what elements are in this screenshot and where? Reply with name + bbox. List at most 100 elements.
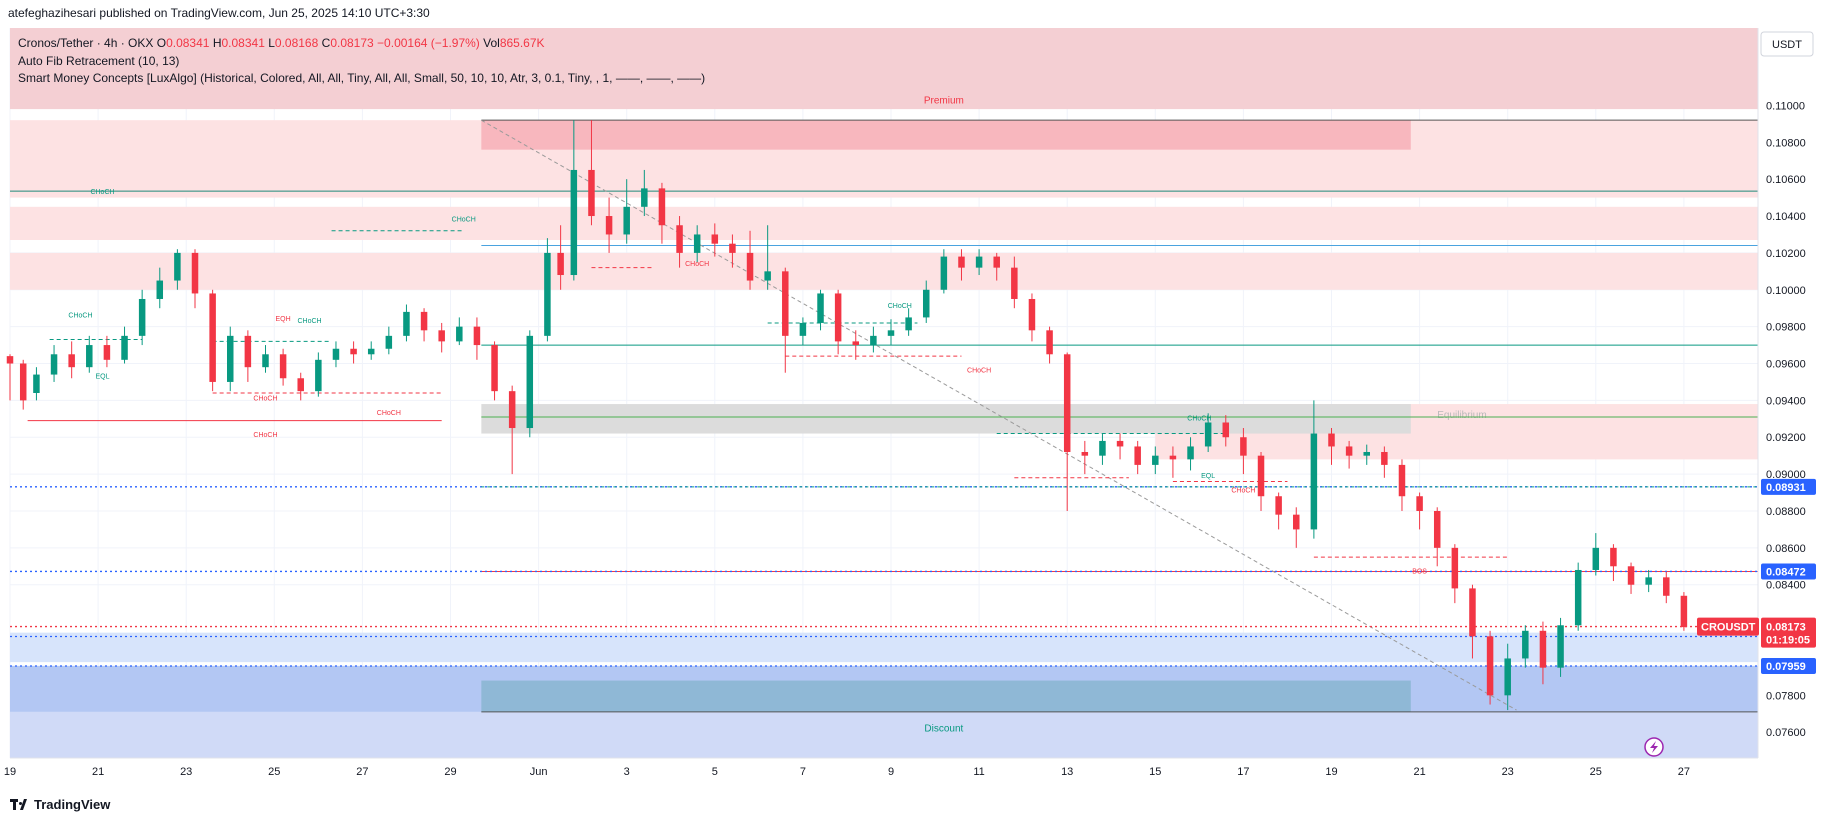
y-tick-label: 0.08400 bbox=[1766, 580, 1806, 592]
candle-body bbox=[473, 326, 481, 346]
close-value: 0.08173 bbox=[330, 36, 374, 50]
candle-body bbox=[1645, 577, 1652, 585]
candle-body bbox=[1574, 569, 1582, 626]
candle-body bbox=[121, 335, 128, 360]
candle-body bbox=[1469, 588, 1476, 637]
candle-body bbox=[1345, 446, 1353, 456]
candle-body bbox=[641, 188, 648, 207]
candle-body bbox=[420, 311, 428, 331]
structure-label: CHoCH bbox=[452, 217, 476, 224]
close-label: C bbox=[321, 36, 331, 50]
low-label: L bbox=[268, 36, 275, 50]
equilibrium-zone bbox=[481, 404, 1411, 434]
candle-body bbox=[623, 206, 630, 235]
x-tick-label: 27 bbox=[1678, 766, 1690, 778]
discount-label: Discount bbox=[924, 724, 963, 735]
candle-body bbox=[1680, 595, 1688, 628]
structure-label: EQL bbox=[95, 373, 109, 380]
symbol-line[interactable]: Cronos/Tether · 4h · OKX O0.08341 H0.083… bbox=[18, 35, 705, 53]
candle-body bbox=[138, 298, 146, 336]
structure-label: EQH bbox=[276, 316, 291, 323]
price-tag-label: 0.07959 bbox=[1766, 661, 1806, 673]
x-tick-label: Jun bbox=[530, 766, 548, 778]
tradingview-brand[interactable]: TradingView bbox=[10, 797, 110, 812]
y-tick-label: 0.10800 bbox=[1766, 137, 1806, 149]
candle-body bbox=[1486, 636, 1494, 696]
candle-body bbox=[1081, 451, 1089, 456]
indicator-smc[interactable]: Smart Money Concepts [LuxAlgo] (Historic… bbox=[18, 71, 706, 85]
candle-body bbox=[870, 335, 877, 346]
x-tick-label: 23 bbox=[180, 766, 192, 778]
candle-body bbox=[1627, 566, 1635, 585]
candle-body bbox=[1381, 451, 1388, 465]
volume-label: Vol bbox=[483, 36, 500, 50]
supply-zone bbox=[10, 252, 1758, 290]
candle-body bbox=[1539, 630, 1547, 668]
x-tick-label: 19 bbox=[4, 766, 16, 778]
lightning-icon-bolt bbox=[1650, 741, 1658, 753]
x-tick-label: 5 bbox=[712, 766, 718, 778]
structure-label: CHoCH bbox=[297, 318, 321, 325]
candle-body bbox=[887, 330, 895, 336]
candle-body bbox=[68, 354, 75, 368]
y-tick-label: 0.09400 bbox=[1766, 395, 1806, 407]
candle-body bbox=[1275, 496, 1282, 515]
candle-body bbox=[1257, 455, 1265, 497]
y-tick-label: 0.09600 bbox=[1766, 359, 1806, 371]
candle-body bbox=[1116, 440, 1124, 447]
lightning-icon bbox=[1644, 737, 1664, 757]
currency-box bbox=[1760, 31, 1814, 57]
symbol-tag bbox=[1697, 617, 1759, 636]
y-tick-label: 0.10200 bbox=[1766, 248, 1806, 260]
indicator-fib[interactable]: Auto Fib Retracement (10, 13) bbox=[18, 53, 180, 68]
premium-zone bbox=[10, 28, 1758, 110]
candle-body bbox=[1504, 658, 1511, 696]
candle-body bbox=[1099, 440, 1106, 456]
volume-value: 865.67K bbox=[499, 36, 545, 50]
candle-body bbox=[852, 341, 860, 346]
candle-body bbox=[403, 311, 410, 336]
candle-body bbox=[315, 359, 322, 392]
structure-label: CHoCH bbox=[377, 410, 401, 417]
y-tick-label: 0.07600 bbox=[1766, 727, 1806, 739]
candle-body bbox=[975, 256, 983, 268]
candle-body bbox=[1152, 455, 1159, 465]
candle-body bbox=[86, 345, 93, 368]
currency-label: USDT bbox=[1772, 39, 1802, 51]
x-tick-label: 17 bbox=[1237, 766, 1249, 778]
candle-body bbox=[1222, 422, 1230, 438]
supply-zone bbox=[10, 206, 1758, 240]
structure-label: CHoCH bbox=[253, 395, 277, 402]
candle-body bbox=[332, 348, 340, 360]
y-tick-label: 0.07800 bbox=[1766, 690, 1806, 702]
candle-body bbox=[227, 335, 234, 382]
x-tick-label: 15 bbox=[1149, 766, 1161, 778]
low-value: 0.08168 bbox=[274, 36, 319, 50]
candle-body bbox=[103, 345, 111, 360]
candle-body bbox=[209, 293, 216, 382]
price-tag-label: 0.08472 bbox=[1766, 566, 1806, 578]
candle-body bbox=[1011, 267, 1018, 299]
candle-body bbox=[676, 225, 683, 253]
x-tick-label: 25 bbox=[268, 766, 280, 778]
candle-body bbox=[6, 356, 14, 364]
candle-body bbox=[570, 169, 578, 276]
candle-body bbox=[1293, 514, 1300, 530]
candle-body bbox=[557, 252, 564, 276]
discount-zone bbox=[10, 711, 1758, 758]
candle-body bbox=[658, 188, 666, 226]
candle-body bbox=[782, 271, 789, 336]
price-axis-bg bbox=[1758, 0, 1835, 822]
price-tag bbox=[1761, 658, 1816, 675]
symbol-tag-label: CROUSDT bbox=[1701, 622, 1756, 634]
premium-label: Premium bbox=[924, 95, 964, 106]
structure-label: CHoCH bbox=[967, 368, 991, 375]
candle-body bbox=[588, 169, 595, 217]
candle-body bbox=[1028, 298, 1036, 331]
structure-label: BOS bbox=[1412, 569, 1427, 576]
symbol-name[interactable]: Cronos/Tether · 4h · OKX bbox=[18, 36, 154, 50]
x-tick-label: 7 bbox=[800, 766, 806, 778]
candle-body bbox=[940, 256, 948, 290]
candle-body bbox=[279, 354, 287, 379]
